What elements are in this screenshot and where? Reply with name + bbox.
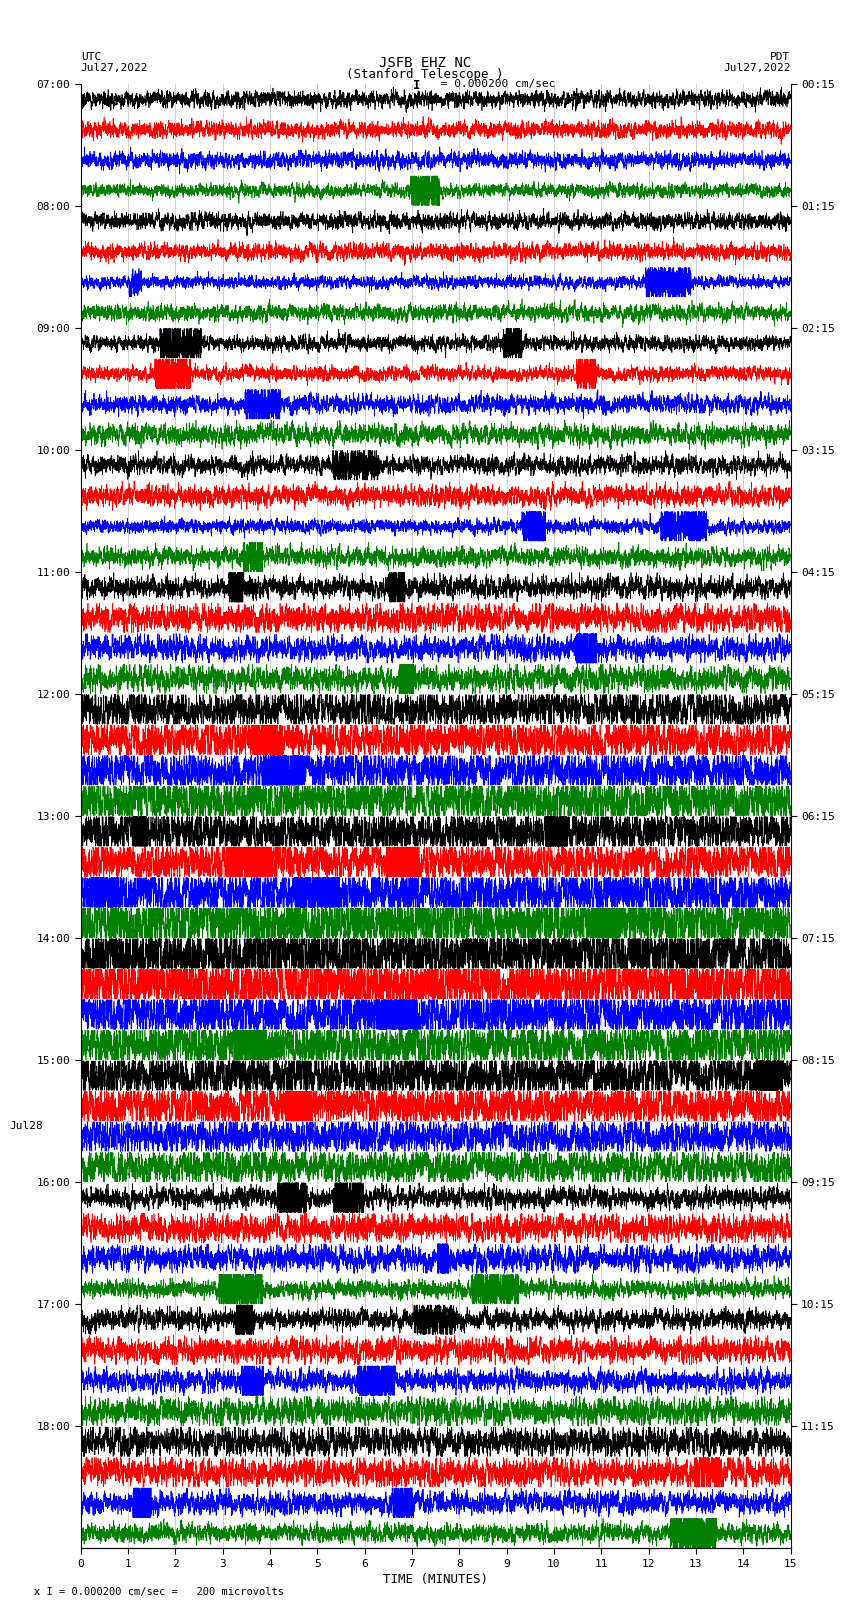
X-axis label: TIME (MINUTES): TIME (MINUTES)	[383, 1573, 488, 1586]
Text: = 0.000200 cm/sec: = 0.000200 cm/sec	[434, 79, 555, 89]
Text: x I = 0.000200 cm/sec =   200 microvolts: x I = 0.000200 cm/sec = 200 microvolts	[34, 1587, 284, 1597]
Text: Jul27,2022: Jul27,2022	[81, 63, 148, 73]
Text: PDT: PDT	[770, 52, 790, 61]
Text: UTC: UTC	[81, 52, 101, 61]
Text: I: I	[413, 79, 420, 92]
Text: (Stanford Telescope ): (Stanford Telescope )	[346, 68, 504, 81]
Text: JSFB EHZ NC: JSFB EHZ NC	[379, 56, 471, 71]
Text: Jul28: Jul28	[9, 1121, 43, 1131]
Text: Jul27,2022: Jul27,2022	[723, 63, 791, 73]
